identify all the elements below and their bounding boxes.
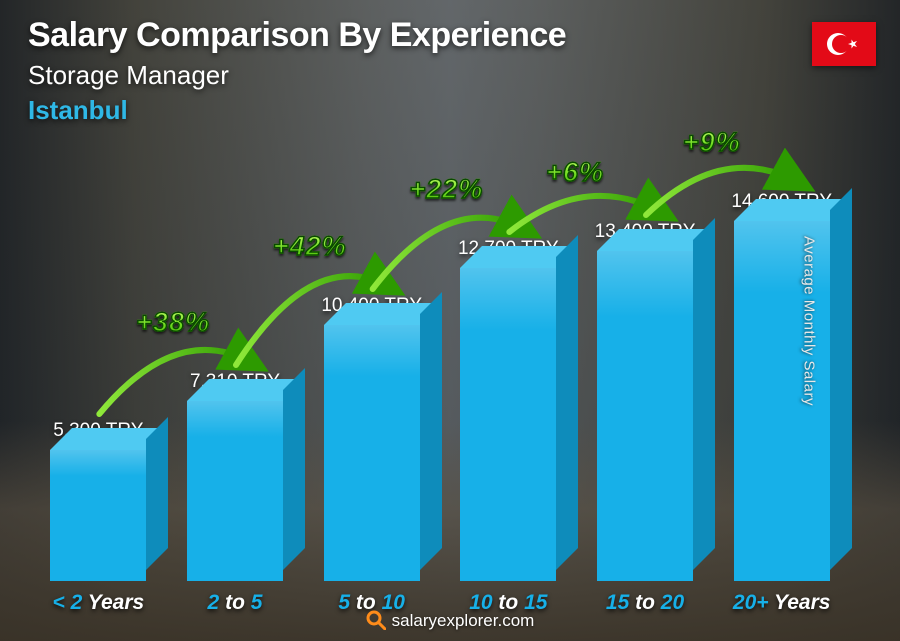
footer: salaryexplorer.com — [0, 610, 900, 635]
bar-shape — [50, 450, 146, 581]
turkey-flag-icon — [812, 22, 876, 66]
bar-shape — [460, 268, 556, 581]
bar-2: 10,400 TRY5 to 10 — [303, 295, 440, 581]
location-label: Istanbul — [28, 95, 566, 126]
bar-1: 7,310 TRY2 to 5 — [167, 371, 304, 581]
bar-3: 12,700 TRY10 to 15 — [440, 238, 577, 581]
page-title: Salary Comparison By Experience — [28, 18, 566, 54]
bar-shape — [187, 401, 283, 581]
header: Salary Comparison By Experience Storage … — [28, 18, 566, 126]
bar-shape — [324, 325, 420, 581]
y-axis-label: Average Monthly Salary — [801, 236, 818, 406]
salary-bar-chart: 5,300 TRY< 2 Years7,310 TRY2 to 510,400 … — [30, 170, 850, 581]
bar-0: 5,300 TRY< 2 Years — [30, 420, 167, 581]
bar-shape — [597, 251, 693, 581]
pct-badge-4: +9% — [683, 127, 741, 158]
salaryexplorer-logo-icon — [366, 610, 386, 635]
bar-4: 13,400 TRY15 to 20 — [577, 221, 714, 581]
job-title: Storage Manager — [28, 60, 566, 91]
footer-text: salaryexplorer.com — [392, 611, 535, 630]
pct-label: +9% — [683, 127, 741, 157]
bar-5: 14,600 TRY20+ Years — [713, 191, 850, 581]
